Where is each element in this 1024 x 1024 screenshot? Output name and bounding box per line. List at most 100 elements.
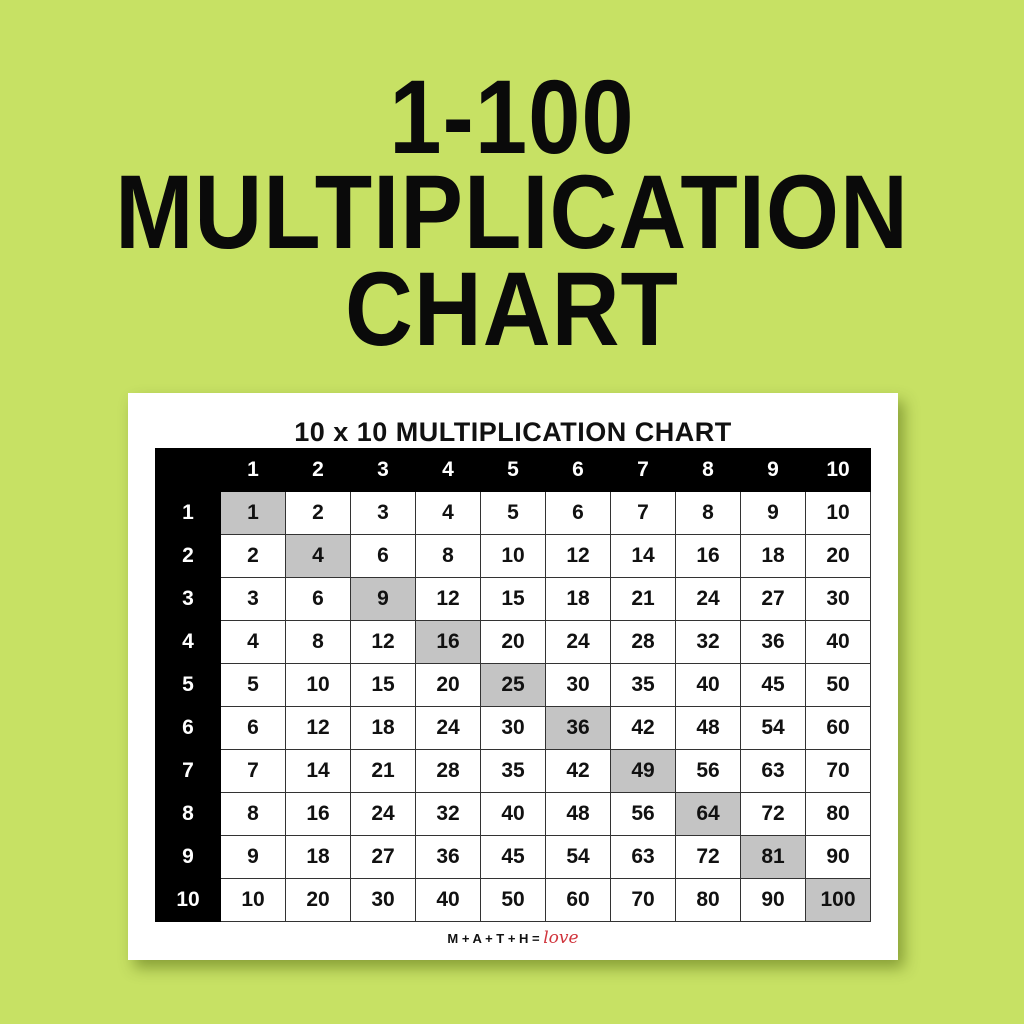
product-cell: 14	[610, 534, 676, 578]
product-cell: 8	[285, 620, 351, 664]
square-cell: 100	[805, 878, 871, 922]
chart-card: 10 x 10 MULTIPLICATION CHART 1 2 3 4 5 6 7 8 9 10…	[128, 393, 898, 960]
product-cell: 8	[415, 534, 481, 578]
product-cell: 10	[285, 663, 351, 707]
card-title: 10 x 10 MULTIPLICATION CHART	[294, 417, 732, 447]
column-header: 9	[740, 448, 806, 492]
product-cell: 16	[285, 792, 351, 836]
product-cell: 6	[220, 706, 286, 750]
square-cell: 9	[350, 577, 416, 621]
product-cell: 30	[805, 577, 871, 621]
product-cell: 27	[350, 835, 416, 879]
product-cell: 42	[545, 749, 611, 793]
square-cell: 36	[545, 706, 611, 750]
row-header: 10	[155, 878, 221, 922]
column-header: 10	[805, 448, 871, 492]
brand-logo: M + A + T + H = love	[128, 928, 898, 948]
product-cell: 5	[480, 491, 546, 535]
product-cell: 32	[415, 792, 481, 836]
product-cell: 72	[740, 792, 806, 836]
square-cell: 4	[285, 534, 351, 578]
product-cell: 72	[675, 835, 741, 879]
product-cell: 50	[805, 663, 871, 707]
product-cell: 28	[610, 620, 676, 664]
square-cell: 81	[740, 835, 806, 879]
product-cell: 32	[675, 620, 741, 664]
column-header: 2	[285, 448, 351, 492]
row-header: 2	[155, 534, 221, 578]
product-cell: 54	[545, 835, 611, 879]
product-cell: 5	[220, 663, 286, 707]
row-header: 9	[155, 835, 221, 879]
product-cell: 56	[610, 792, 676, 836]
product-cell: 24	[545, 620, 611, 664]
product-cell: 9	[220, 835, 286, 879]
product-cell: 12	[545, 534, 611, 578]
table-row: 7 7 14 21 28 35 42 49 56 63 70	[155, 749, 871, 793]
brand-love: love	[543, 928, 579, 948]
product-cell: 3	[350, 491, 416, 535]
product-cell: 10	[805, 491, 871, 535]
product-cell: 7	[220, 749, 286, 793]
product-cell: 8	[675, 491, 741, 535]
table-row: 10 10 20 30 40 50 60 70 80 90 100	[155, 878, 871, 922]
product-cell: 36	[415, 835, 481, 879]
product-cell: 60	[545, 878, 611, 922]
product-cell: 15	[350, 663, 416, 707]
product-cell: 45	[480, 835, 546, 879]
product-cell: 56	[675, 749, 741, 793]
product-cell: 63	[740, 749, 806, 793]
row-header: 7	[155, 749, 221, 793]
product-cell: 6	[350, 534, 416, 578]
product-cell: 30	[545, 663, 611, 707]
square-cell: 49	[610, 749, 676, 793]
table-row: 1 1 2 3 4 5 6 7 8 9 10	[155, 491, 871, 535]
headline-line-2: MULTIPLICATION	[115, 152, 909, 271]
column-header: 3	[350, 448, 416, 492]
table-row: 9 9 18 27 36 45 54 63 72 81 90	[155, 835, 871, 879]
product-cell: 18	[350, 706, 416, 750]
header-row: 1 2 3 4 5 6 7 8 9 10	[155, 448, 871, 492]
product-cell: 40	[675, 663, 741, 707]
product-cell: 6	[285, 577, 351, 621]
product-cell: 8	[220, 792, 286, 836]
table-row: 4 4 8 12 16 20 24 28 32 36 40	[155, 620, 871, 664]
product-cell: 21	[610, 577, 676, 621]
product-cell: 24	[350, 792, 416, 836]
column-header: 1	[220, 448, 286, 492]
product-cell: 12	[415, 577, 481, 621]
row-header: 4	[155, 620, 221, 664]
product-cell: 14	[285, 749, 351, 793]
column-header: 6	[545, 448, 611, 492]
product-cell: 4	[415, 491, 481, 535]
square-cell: 64	[675, 792, 741, 836]
column-header: 8	[675, 448, 741, 492]
product-cell: 9	[740, 491, 806, 535]
row-header: 8	[155, 792, 221, 836]
product-cell: 48	[545, 792, 611, 836]
corner-cell	[155, 448, 221, 492]
product-cell: 80	[805, 792, 871, 836]
product-cell: 10	[220, 878, 286, 922]
square-cell: 1	[220, 491, 286, 535]
product-cell: 7	[610, 491, 676, 535]
row-header: 1	[155, 491, 221, 535]
product-cell: 40	[805, 620, 871, 664]
table-row: 6 6 12 18 24 30 36 42 48 54 60	[155, 706, 871, 750]
product-cell: 27	[740, 577, 806, 621]
product-cell: 30	[480, 706, 546, 750]
square-cell: 16	[415, 620, 481, 664]
product-cell: 42	[610, 706, 676, 750]
product-cell: 20	[805, 534, 871, 578]
product-cell: 20	[480, 620, 546, 664]
column-header: 7	[610, 448, 676, 492]
product-cell: 48	[675, 706, 741, 750]
product-cell: 10	[480, 534, 546, 578]
product-cell: 24	[675, 577, 741, 621]
product-cell: 63	[610, 835, 676, 879]
column-header: 4	[415, 448, 481, 492]
product-cell: 4	[220, 620, 286, 664]
product-cell: 90	[740, 878, 806, 922]
headline-line-3: CHART	[345, 249, 679, 368]
product-cell: 6	[545, 491, 611, 535]
